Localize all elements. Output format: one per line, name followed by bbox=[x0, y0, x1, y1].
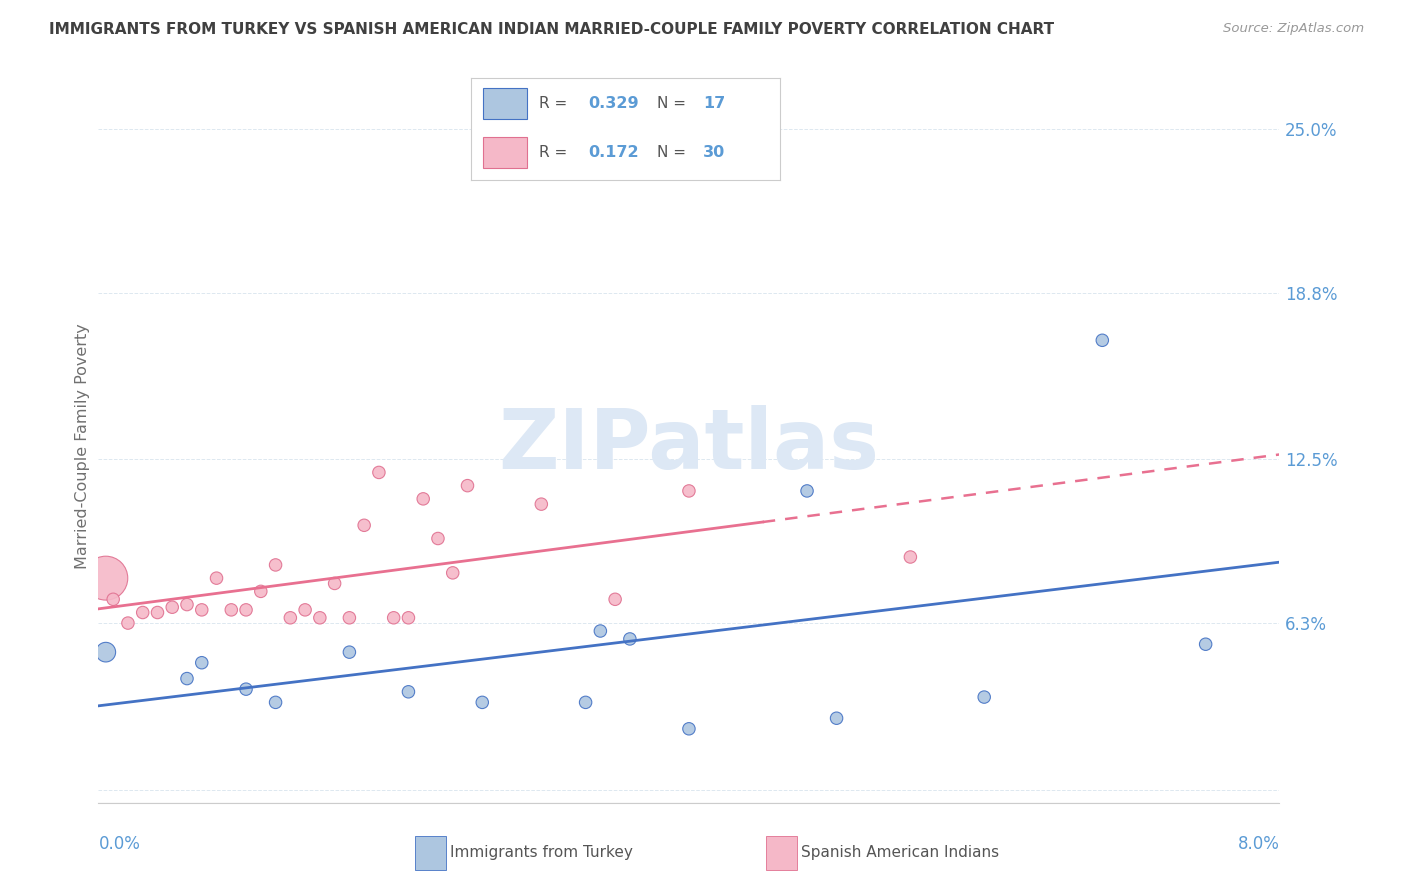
Point bbox=[264, 695, 287, 709]
Point bbox=[412, 491, 434, 506]
Point bbox=[367, 466, 389, 480]
Y-axis label: Married-Couple Family Poverty: Married-Couple Family Poverty bbox=[75, 323, 90, 569]
Point bbox=[825, 711, 848, 725]
Text: N =: N = bbox=[657, 95, 686, 111]
Text: Source: ZipAtlas.com: Source: ZipAtlas.com bbox=[1223, 22, 1364, 36]
Text: 8.0%: 8.0% bbox=[1237, 835, 1279, 853]
Point bbox=[103, 592, 125, 607]
Point bbox=[456, 478, 478, 492]
Text: 0.329: 0.329 bbox=[589, 95, 640, 111]
Point bbox=[235, 603, 257, 617]
Point bbox=[205, 571, 228, 585]
Point bbox=[900, 549, 922, 564]
Text: 0.172: 0.172 bbox=[589, 145, 640, 160]
Bar bbox=[484, 137, 527, 168]
Point bbox=[589, 624, 612, 638]
Point bbox=[94, 571, 117, 585]
Text: ZIPatlas: ZIPatlas bbox=[499, 406, 879, 486]
Point bbox=[396, 685, 419, 699]
Point bbox=[191, 603, 214, 617]
Point bbox=[323, 576, 346, 591]
Point bbox=[796, 483, 818, 498]
Point bbox=[1091, 333, 1114, 347]
Point bbox=[530, 497, 553, 511]
Point bbox=[678, 722, 700, 736]
Point bbox=[176, 672, 198, 686]
Point bbox=[619, 632, 641, 646]
Text: IMMIGRANTS FROM TURKEY VS SPANISH AMERICAN INDIAN MARRIED-COUPLE FAMILY POVERTY : IMMIGRANTS FROM TURKEY VS SPANISH AMERIC… bbox=[49, 22, 1054, 37]
Point bbox=[308, 611, 332, 625]
Point bbox=[574, 695, 596, 709]
Point bbox=[678, 483, 700, 498]
Text: 30: 30 bbox=[703, 145, 725, 160]
Point bbox=[132, 606, 155, 620]
Point bbox=[235, 682, 257, 697]
Point bbox=[191, 656, 214, 670]
Point bbox=[94, 645, 117, 659]
Point bbox=[264, 558, 287, 572]
Point bbox=[250, 584, 273, 599]
Point bbox=[176, 598, 198, 612]
Text: 0.0%: 0.0% bbox=[98, 835, 141, 853]
Point bbox=[294, 603, 316, 617]
Point bbox=[471, 695, 494, 709]
Point bbox=[1194, 637, 1216, 651]
Text: Spanish American Indians: Spanish American Indians bbox=[801, 846, 1000, 860]
Point bbox=[337, 611, 360, 625]
Text: Immigrants from Turkey: Immigrants from Turkey bbox=[450, 846, 633, 860]
Point bbox=[426, 532, 449, 546]
Point bbox=[162, 600, 183, 615]
Point bbox=[219, 603, 242, 617]
Text: R =: R = bbox=[538, 145, 567, 160]
Point bbox=[278, 611, 302, 625]
Point bbox=[382, 611, 405, 625]
Point bbox=[117, 616, 139, 631]
Point bbox=[396, 611, 419, 625]
Point bbox=[146, 606, 169, 620]
Point bbox=[973, 690, 995, 704]
Text: 17: 17 bbox=[703, 95, 725, 111]
Text: N =: N = bbox=[657, 145, 686, 160]
Point bbox=[441, 566, 464, 580]
Point bbox=[337, 645, 360, 659]
Point bbox=[353, 518, 375, 533]
Text: R =: R = bbox=[538, 95, 567, 111]
Point bbox=[605, 592, 627, 607]
Bar bbox=[484, 87, 527, 119]
